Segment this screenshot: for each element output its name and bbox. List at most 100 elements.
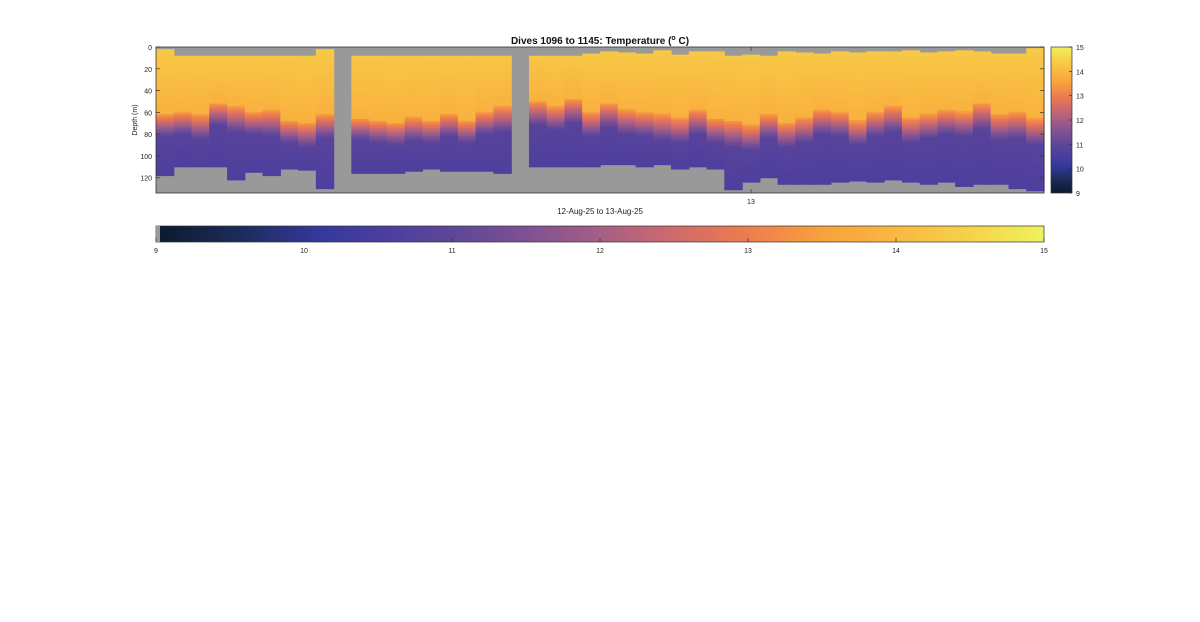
heatmap-cell — [990, 134, 1010, 137]
heatmap-cell — [440, 64, 459, 68]
heatmap-cell — [884, 164, 903, 168]
heatmap-cell — [653, 143, 672, 147]
heatmap-cell — [600, 158, 619, 161]
heatmap-cell — [955, 130, 974, 134]
heatmap-cell — [1008, 73, 1027, 76]
heatmap-cell — [990, 116, 1010, 120]
heatmap-cell — [546, 97, 566, 100]
heatmap-cell — [298, 147, 317, 150]
heatmap-cell — [191, 164, 210, 168]
heatmap-cell — [262, 114, 281, 118]
heatmap-cell — [369, 99, 388, 102]
heatmap-cell — [955, 157, 974, 160]
plot-frame — [155, 46, 1045, 194]
heatmap-cell — [724, 171, 743, 174]
y-tick-label: 0 — [148, 45, 152, 52]
heatmap-cell — [884, 149, 903, 153]
heatmap-cell — [1026, 65, 1045, 69]
heatmap-cell — [742, 146, 761, 149]
heatmap-cell — [422, 60, 441, 63]
heatmap-cell — [830, 155, 850, 159]
heatmap-cell — [1008, 131, 1027, 135]
heatmap-cell — [386, 73, 406, 76]
heatmap-cell — [369, 60, 388, 63]
heatmap-cell — [813, 79, 832, 83]
heatmap-cell — [280, 86, 299, 89]
heatmap-cell — [759, 123, 779, 126]
heatmap-cell — [209, 116, 228, 120]
heatmap-cell — [848, 106, 867, 110]
heatmap-cell — [990, 88, 1010, 92]
heatmap-cell — [848, 130, 867, 134]
heatmap-cell — [706, 138, 725, 142]
heatmap-cell — [209, 62, 228, 65]
heatmap-cell — [546, 116, 566, 120]
heatmap-cell — [528, 160, 548, 163]
heatmap-cell — [937, 73, 956, 76]
heatmap-cell — [351, 112, 370, 116]
heatmap-cell — [795, 181, 814, 184]
heatmap-cell — [369, 64, 388, 68]
heatmap-cell — [688, 160, 708, 163]
heatmap-cell — [848, 56, 867, 60]
heatmap-cell — [600, 68, 619, 72]
heatmap-cell — [156, 162, 175, 166]
heatmap-cell — [315, 153, 335, 157]
heatmap-cell — [351, 57, 370, 61]
heatmap-cell — [813, 108, 832, 111]
heatmap-cell — [475, 151, 495, 155]
heatmap-cell — [848, 104, 867, 108]
heatmap-cell — [688, 145, 708, 148]
heatmap-cell — [315, 105, 335, 109]
heatmap-cell — [600, 53, 619, 57]
heatmap-cell — [457, 86, 477, 89]
heatmap-cell — [351, 142, 370, 146]
heatmap-cell — [1008, 175, 1027, 179]
heatmap-cell — [191, 114, 210, 118]
heatmap-cell — [528, 138, 548, 142]
heatmap-cell — [955, 72, 974, 75]
heatmap-cell — [404, 86, 423, 89]
heatmap-cell — [280, 155, 299, 159]
heatmap-cell — [795, 148, 814, 152]
heatmap-cell — [173, 136, 193, 140]
heatmap-cell — [493, 81, 512, 85]
heatmap-cell — [688, 147, 708, 150]
heatmap-cell — [919, 126, 939, 130]
heatmap-cell — [227, 84, 246, 87]
heatmap-cell — [156, 149, 175, 153]
heatmap-cell — [209, 114, 228, 118]
heatmap-cell — [706, 140, 725, 144]
heatmap-cell — [813, 94, 832, 98]
heatmap-cell — [422, 136, 441, 140]
heatmap-cell — [830, 112, 850, 116]
heatmap-cell — [351, 73, 370, 76]
heatmap-cell — [1008, 153, 1027, 157]
heatmap-cell — [156, 86, 175, 89]
heatmap-cell — [937, 177, 956, 181]
heatmap-cell — [653, 150, 672, 154]
heatmap-cell — [706, 127, 725, 131]
heatmap-cell — [280, 149, 299, 153]
heatmap-cell — [262, 129, 281, 133]
heatmap-cell — [244, 134, 264, 137]
heatmap-cell — [600, 90, 619, 94]
heatmap-cell — [1026, 113, 1045, 117]
heatmap-cell — [386, 145, 406, 148]
heatmap-cell — [173, 134, 193, 137]
heatmap-cell — [369, 153, 388, 157]
heatmap-cell — [759, 151, 779, 155]
heatmap-cell — [564, 138, 583, 142]
heatmap-cell — [457, 162, 477, 166]
heatmap-cell — [440, 88, 459, 92]
heatmap-cell — [582, 140, 601, 144]
heatmap-cell — [724, 166, 743, 170]
heatmap-cell — [422, 101, 441, 105]
heatmap-cell — [937, 84, 956, 87]
heatmap-cell — [262, 125, 281, 129]
heatmap-cell — [635, 57, 654, 61]
heatmap-cell — [564, 110, 583, 113]
heatmap-cell — [955, 113, 974, 117]
heatmap-cell — [706, 75, 725, 79]
heatmap-cell — [191, 121, 210, 124]
